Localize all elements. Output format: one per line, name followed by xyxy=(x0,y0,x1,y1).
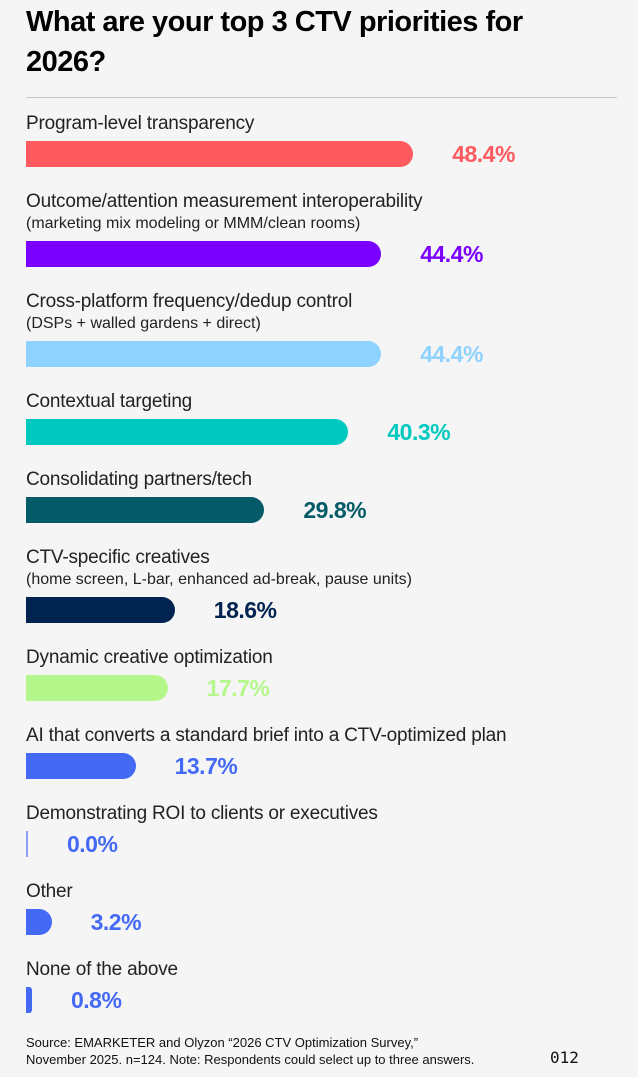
bar-row: CTV-specific creatives (home screen, L-ba… xyxy=(26,547,616,623)
bar-value-label: 17.7% xyxy=(206,674,270,701)
bar-value-label: 44.4% xyxy=(420,340,483,367)
bar-row: Other 3.2% xyxy=(26,881,616,935)
bar-value-label: 48.4% xyxy=(452,140,515,167)
bar-label: Contextual targeting xyxy=(26,391,193,412)
bar xyxy=(26,675,168,701)
bar-value-label: 18.6% xyxy=(213,596,277,623)
bar-label: Outcome/attention measurement interopera… xyxy=(26,191,423,212)
bar-sublabel: (DSPs + walled gardens + direct) xyxy=(26,315,261,332)
bar-row: None of the above 0.8% xyxy=(26,959,616,1013)
bar xyxy=(26,831,28,857)
bar-label: Cross-platform frequency/dedup control xyxy=(26,291,353,312)
bar-row: Contextual targeting 40.3% xyxy=(26,391,616,445)
bar-row: Dynamic creative optimization 17.7% xyxy=(26,647,616,701)
bar-label: Other xyxy=(26,881,73,902)
bar-value-label: 0.0% xyxy=(67,830,118,857)
bar-label: Dynamic creative optimization xyxy=(26,647,273,668)
bar-label: AI that converts a standard brief into a… xyxy=(26,725,507,746)
bar xyxy=(26,497,265,523)
bar-label: None of the above xyxy=(26,959,178,980)
bar-row: Cross-platform frequency/dedup control (D… xyxy=(26,291,616,367)
bar-value-label: 44.4% xyxy=(420,240,483,267)
bar-label: CTV-specific creatives xyxy=(26,547,210,568)
source-line-1: Source: EMARKETER and Olyzon “2026 CTV O… xyxy=(26,1035,419,1050)
bar-sublabel: (marketing mix modeling or MMM/clean roo… xyxy=(26,215,361,232)
bar-label: Program-level transparency xyxy=(26,113,255,134)
bar-label: Demonstrating ROI to clients or executiv… xyxy=(26,803,378,824)
source-line-2: November 2025. n=124. Note: Respondents … xyxy=(26,1052,475,1067)
title-divider xyxy=(26,97,617,98)
bar-row: Demonstrating ROI to clients or executiv… xyxy=(26,803,616,857)
bar xyxy=(26,341,382,367)
chart-title: What are your top 3 CTV priorities for 2… xyxy=(26,6,523,78)
bar xyxy=(26,241,382,267)
source-note: Source: EMARKETER and Olyzon “2026 CTV O… xyxy=(26,1034,474,1068)
bar xyxy=(26,753,136,779)
bar-sublabel: (home screen, L-bar, enhanced ad-break, … xyxy=(26,571,413,588)
bar-chart: Program-level transparency 48.4% Outcome/a… xyxy=(26,113,616,1037)
bar-value-label: 13.7% xyxy=(174,752,238,779)
page-number: 012 xyxy=(550,1048,579,1067)
bar-row: Program-level transparency 48.4% xyxy=(26,113,616,167)
bar xyxy=(26,987,32,1013)
bar-value-label: 0.8% xyxy=(71,986,122,1013)
bar-value-label: 29.8% xyxy=(303,496,367,523)
bar xyxy=(26,419,349,445)
bar-value-label: 40.3% xyxy=(387,418,451,445)
bar xyxy=(26,597,175,623)
bar xyxy=(26,909,52,935)
bar-row: Consolidating partners/tech 29.8% xyxy=(26,469,616,523)
bar-label: Consolidating partners/tech xyxy=(26,469,252,490)
bar-value-label: 3.2% xyxy=(90,908,142,935)
bar-row: AI that converts a standard brief into a… xyxy=(26,725,616,779)
bar-row: Outcome/attention measurement interopera… xyxy=(26,191,616,267)
bar xyxy=(26,141,414,167)
